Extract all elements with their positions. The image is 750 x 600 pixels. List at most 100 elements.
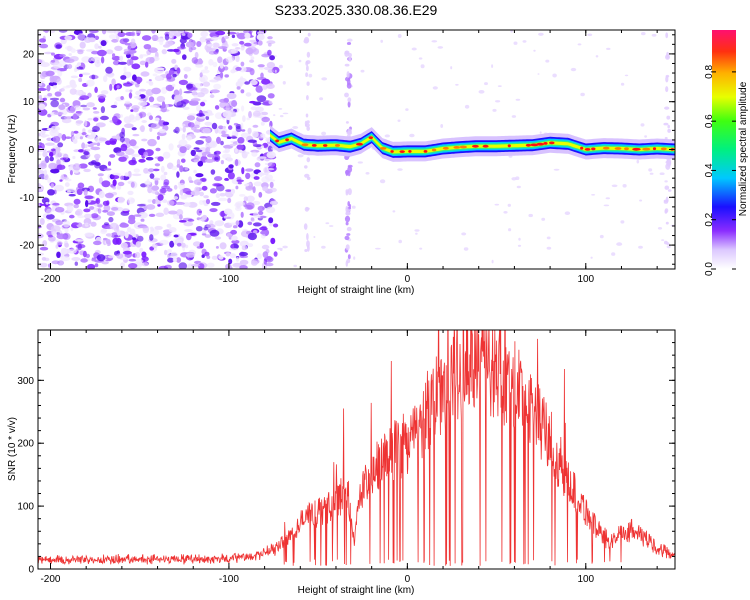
noise-blob	[125, 71, 132, 77]
noise-blob	[171, 58, 177, 64]
noise-blob	[123, 51, 131, 55]
noise-blob	[128, 92, 133, 99]
noise-blob	[160, 174, 167, 181]
noise-blob	[109, 83, 113, 91]
noise-blob	[159, 39, 164, 46]
ridge-core	[584, 148, 591, 151]
noise-blob	[141, 120, 147, 123]
noise-blob	[45, 142, 55, 146]
noise-blob	[191, 57, 198, 64]
noise-blob	[60, 174, 65, 181]
x-tick-label: 100	[577, 274, 594, 285]
noise-blob	[638, 245, 643, 249]
noise-blob	[39, 262, 48, 268]
noise-blob	[133, 96, 142, 99]
streak-blob	[306, 81, 310, 86]
noise-blob	[216, 136, 221, 144]
noise-blob	[161, 49, 167, 55]
noise-blob	[636, 159, 640, 164]
streak-blob	[344, 235, 350, 241]
ridge-core	[368, 136, 373, 140]
noise-blob	[431, 40, 438, 43]
streak-blob	[346, 71, 350, 78]
noise-blob	[138, 88, 147, 92]
noise-blob	[196, 208, 202, 216]
noise-blob	[124, 172, 129, 177]
ridge-core	[591, 147, 596, 151]
noise-blob	[159, 239, 169, 245]
noise-blob	[182, 106, 190, 110]
noise-blob	[178, 182, 186, 190]
noise-blob	[249, 100, 257, 104]
snr-y-label: SNR (10 * v/v)	[7, 417, 18, 481]
noise-blob	[236, 144, 244, 150]
noise-blob	[219, 98, 229, 103]
y-tick-label: 10	[23, 97, 35, 108]
noise-blob	[267, 162, 276, 168]
noise-blob	[231, 99, 238, 108]
noise-blob	[261, 116, 271, 123]
noise-blob	[56, 233, 67, 240]
noise-blob	[235, 66, 242, 71]
noise-blob	[252, 200, 261, 206]
noise-blob	[152, 168, 160, 172]
ridge-core	[660, 147, 667, 151]
noise-blob	[64, 35, 73, 41]
noise-blob	[181, 158, 186, 163]
noise-blob	[38, 153, 42, 156]
streak-blob	[345, 244, 350, 251]
noise-blob	[173, 94, 183, 102]
streak-blob	[666, 115, 671, 120]
noise-blob	[209, 208, 218, 213]
ridge-core	[632, 147, 641, 151]
noise-blob	[545, 59, 550, 63]
noise-blob	[163, 207, 169, 215]
streak-blob	[664, 106, 670, 110]
noise-blob	[127, 227, 132, 233]
noise-blob	[206, 113, 210, 117]
noise-blob	[611, 252, 616, 256]
noise-blob	[91, 56, 101, 62]
noise-blob	[150, 226, 154, 230]
noise-blob	[450, 66, 453, 70]
noise-blob	[495, 100, 501, 103]
noise-blob	[224, 74, 229, 78]
noise-blob	[81, 142, 86, 149]
noise-blob	[187, 219, 195, 222]
noise-blob	[297, 154, 304, 158]
noise-blob	[247, 243, 254, 248]
noise-blob	[209, 229, 220, 237]
noise-blob	[266, 40, 276, 45]
noise-blob	[258, 191, 263, 198]
noise-blob	[265, 137, 272, 143]
noise-blob	[418, 57, 423, 60]
noise-blob	[201, 254, 205, 258]
noise-blob	[42, 151, 48, 158]
noise-blob	[73, 204, 79, 209]
noise-blob	[84, 195, 94, 200]
noise-blob	[112, 172, 121, 176]
noise-blob	[56, 78, 62, 85]
noise-blob	[398, 239, 403, 244]
snr-ticks: -200 -100 0 100 0 100 200 300	[17, 329, 675, 585]
noise-blob	[198, 200, 204, 205]
noise-blob	[105, 140, 112, 146]
noise-blob	[141, 35, 152, 41]
noise-blob	[204, 234, 212, 238]
noise-blob	[129, 89, 133, 93]
noise-blob	[91, 74, 96, 80]
streak-blob	[347, 254, 351, 260]
noise-blob	[83, 189, 88, 197]
noise-blob	[56, 159, 61, 166]
noise-blob	[236, 179, 244, 183]
noise-blob	[119, 223, 129, 228]
noise-blob	[522, 40, 527, 43]
noise-blob	[265, 206, 276, 214]
y-tick-label: 100	[17, 502, 34, 513]
noise-blob	[47, 177, 51, 184]
noise-blob	[237, 181, 242, 185]
noise-blob	[508, 228, 512, 232]
noise-blob	[79, 95, 90, 100]
noise-blob	[74, 210, 81, 216]
noise-blob	[51, 231, 57, 237]
